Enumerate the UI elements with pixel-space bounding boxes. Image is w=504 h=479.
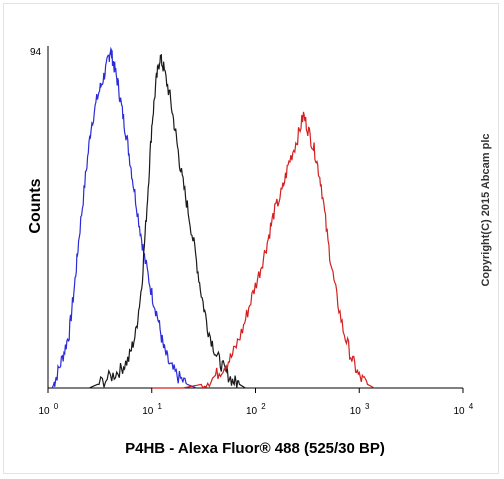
series-layer [51,46,375,390]
plot-area [47,46,463,389]
x-tick-exponent: 3 [365,402,370,411]
chart-frame [3,3,499,474]
x-tick-exponent: 2 [261,402,266,411]
x-tick-exponent: 1 [158,402,163,411]
x-tick-exponent: 4 [469,402,474,411]
histogram-series-1 [51,46,197,389]
x-tick-label: 10 [246,406,258,417]
x-tick-label: 10 [350,406,362,417]
x-tick-label: 10 [142,406,154,417]
x-tick-exponent: 0 [54,402,59,411]
x-axis-label: P4HB - Alexa Fluor® 488 (525/30 BP) [125,440,385,457]
x-tick-layer: 10 0 10 1 10 2 10 3 10 4 [38,388,474,417]
histogram-series-3 [151,111,375,390]
axis-box [47,46,463,389]
histogram-series-2 [89,54,246,389]
x-tick-label: 10 [38,406,50,417]
y-axis-label: Counts [27,178,44,233]
y-tick-label: 94 [30,47,42,58]
x-tick-label: 10 [453,406,465,417]
copyright-watermark: Copyright(C) 2015 Abcam plc [480,133,492,286]
